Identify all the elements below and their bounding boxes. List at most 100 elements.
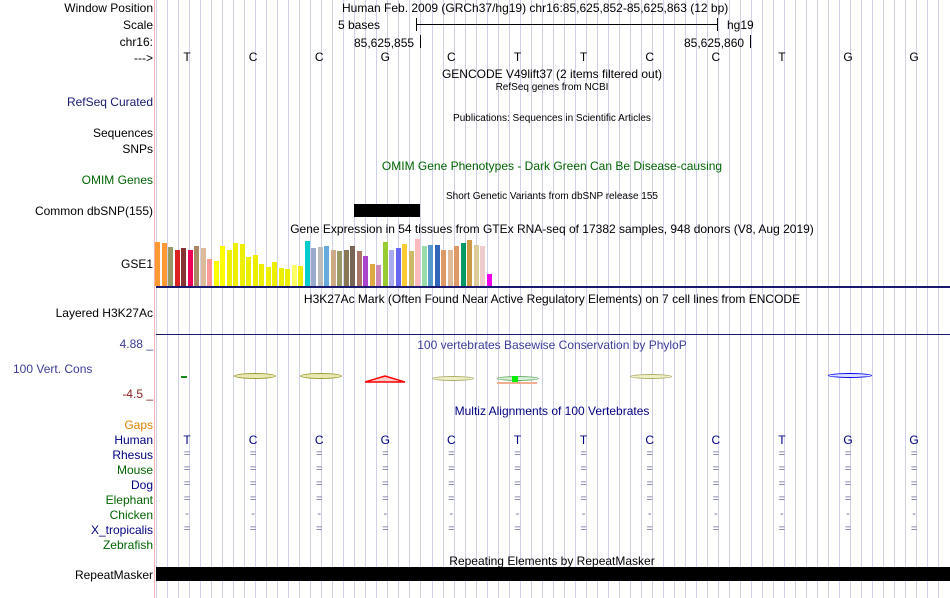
multiz-cell: = bbox=[315, 493, 323, 505]
gtex-bar[interactable] bbox=[428, 244, 433, 286]
species-label: Zebrafish bbox=[102, 538, 153, 552]
h3k27ac-title[interactable]: H3K27Ac Mark (Often Found Near Active Re… bbox=[303, 292, 801, 306]
multiz-cell: = bbox=[646, 523, 653, 535]
grid-line bbox=[354, 0, 356, 598]
gtex-bar[interactable] bbox=[415, 238, 420, 286]
multiz-cell: = bbox=[249, 523, 257, 535]
gtex-bar[interactable] bbox=[369, 263, 375, 286]
gtex-bar[interactable] bbox=[200, 247, 206, 286]
cons-mark bbox=[828, 373, 872, 378]
gtex-bar[interactable] bbox=[389, 249, 394, 286]
gtex-bar[interactable] bbox=[239, 243, 245, 286]
strand-label[interactable]: ---> bbox=[134, 51, 153, 65]
snps-label[interactable]: SNPs bbox=[122, 142, 153, 156]
gtex-bar[interactable] bbox=[291, 264, 297, 286]
grid-line bbox=[486, 0, 488, 598]
gtex-bar[interactable] bbox=[285, 268, 290, 286]
multiz-cell: T bbox=[778, 433, 786, 447]
gencode-title[interactable]: GENCODE V49lift37 (2 items filtered out) bbox=[441, 67, 663, 81]
multiz-cell: C bbox=[248, 433, 258, 447]
gtex-bar[interactable] bbox=[220, 245, 225, 286]
scale-bar-left-tick bbox=[416, 18, 417, 31]
gtex-bar[interactable] bbox=[181, 247, 186, 286]
multiz-cell: - bbox=[713, 508, 718, 520]
gtex-bar[interactable] bbox=[155, 241, 160, 286]
gtex-label[interactable]: GSE1 bbox=[120, 257, 153, 271]
gtex-bar[interactable] bbox=[187, 250, 193, 286]
dbsnp-label[interactable]: Common dbSNP(155) bbox=[34, 204, 153, 218]
repeat-title[interactable]: Repeating Elements by RepeatMasker bbox=[449, 554, 655, 568]
gtex-bar[interactable] bbox=[376, 264, 381, 286]
multiz-cell: = bbox=[580, 493, 587, 505]
gtex-bar[interactable] bbox=[421, 245, 427, 286]
gtex-bar[interactable] bbox=[317, 246, 323, 286]
cons-label[interactable]: 100 Vert. Cons bbox=[13, 362, 93, 376]
gtex-bar[interactable] bbox=[434, 244, 440, 286]
gtex-bar[interactable] bbox=[304, 241, 310, 286]
multiz-cell: = bbox=[249, 493, 257, 505]
repeat-label[interactable]: RepeatMasker bbox=[74, 568, 153, 582]
gtex-bar[interactable] bbox=[246, 257, 251, 286]
gtex-bar[interactable] bbox=[382, 241, 388, 286]
gtex-bar[interactable] bbox=[272, 262, 277, 286]
sequences-label[interactable]: Sequences bbox=[92, 126, 153, 140]
grid-line bbox=[916, 0, 918, 598]
multiz-cell: = bbox=[249, 478, 257, 490]
gtex-bar[interactable] bbox=[350, 245, 355, 286]
gtex-bar[interactable] bbox=[298, 265, 303, 286]
grid-line bbox=[343, 0, 345, 598]
gtex-bar[interactable] bbox=[161, 242, 167, 286]
refseq-title[interactable]: RefSeq genes from NCBI bbox=[495, 82, 609, 93]
base-letter: G bbox=[380, 50, 390, 64]
omim-label[interactable]: OMIM Genes bbox=[81, 173, 153, 187]
base-letter: T bbox=[579, 50, 588, 64]
dbsnp-variant[interactable] bbox=[354, 204, 420, 217]
gtex-bar[interactable] bbox=[363, 256, 368, 286]
gtex-bar[interactable] bbox=[343, 250, 349, 286]
gtex-bar[interactable] bbox=[486, 273, 492, 286]
multiz-cell: T bbox=[183, 433, 191, 447]
gtex-bar[interactable] bbox=[226, 250, 232, 286]
multiz-title[interactable]: Multiz Alignments of 100 Vertebrates bbox=[454, 404, 650, 418]
multiz-cell: T bbox=[513, 433, 522, 447]
gtex-bar[interactable] bbox=[473, 244, 479, 286]
gtex-bar[interactable] bbox=[408, 251, 414, 286]
gtex-bar[interactable] bbox=[265, 266, 271, 286]
gtex-bar[interactable] bbox=[174, 249, 180, 286]
gtex-bar[interactable] bbox=[356, 251, 362, 286]
gtex-bar[interactable] bbox=[324, 245, 329, 286]
gtex-bar[interactable] bbox=[395, 247, 401, 286]
cons-title[interactable]: 100 vertebrates Basewise Conservation by… bbox=[417, 338, 687, 352]
h3k27ac-label[interactable]: Layered H3K27Ac bbox=[55, 306, 153, 320]
gtex-bar[interactable] bbox=[252, 254, 258, 286]
gtex-bar[interactable] bbox=[441, 250, 446, 286]
gtex-bar[interactable] bbox=[213, 261, 219, 286]
gtex-bar[interactable] bbox=[194, 245, 199, 286]
gtex-bar-chart[interactable] bbox=[155, 238, 535, 286]
grid-line bbox=[629, 0, 631, 598]
gtex-bar[interactable] bbox=[207, 259, 212, 286]
gtex-bar[interactable] bbox=[233, 242, 238, 286]
gtex-bar[interactable] bbox=[168, 246, 173, 286]
repeatmasker-block[interactable] bbox=[156, 567, 950, 581]
omim-title[interactable]: OMIM Gene Phenotypes - Dark Green Can Be… bbox=[381, 159, 723, 173]
gtex-bar[interactable] bbox=[454, 245, 459, 286]
refseq-label[interactable]: RefSeq Curated bbox=[66, 95, 153, 109]
gtex-bar[interactable] bbox=[480, 245, 485, 286]
publications-title[interactable]: Publications: Sequences in Scientific Ar… bbox=[453, 113, 651, 124]
gtex-bar[interactable] bbox=[467, 240, 472, 286]
gtex-bar[interactable] bbox=[447, 249, 453, 286]
grid-line bbox=[387, 0, 389, 598]
gtex-bar[interactable] bbox=[402, 243, 407, 286]
gtex-bar[interactable] bbox=[311, 247, 316, 286]
multiz-cell: G bbox=[843, 433, 853, 447]
dbsnp-title[interactable]: Short Genetic Variants from dbSNP releas… bbox=[446, 191, 658, 202]
gtex-bar[interactable] bbox=[337, 251, 342, 286]
gtex-bar[interactable] bbox=[259, 263, 264, 286]
gaps-label[interactable]: Gaps bbox=[124, 418, 153, 432]
gtex-bar[interactable] bbox=[460, 242, 466, 286]
cons-mark bbox=[365, 375, 405, 383]
gtex-bar[interactable] bbox=[278, 267, 284, 286]
gtex-bar[interactable] bbox=[330, 250, 336, 286]
gtex-title[interactable]: Gene Expression in 54 tissues from GTEx … bbox=[290, 222, 814, 236]
